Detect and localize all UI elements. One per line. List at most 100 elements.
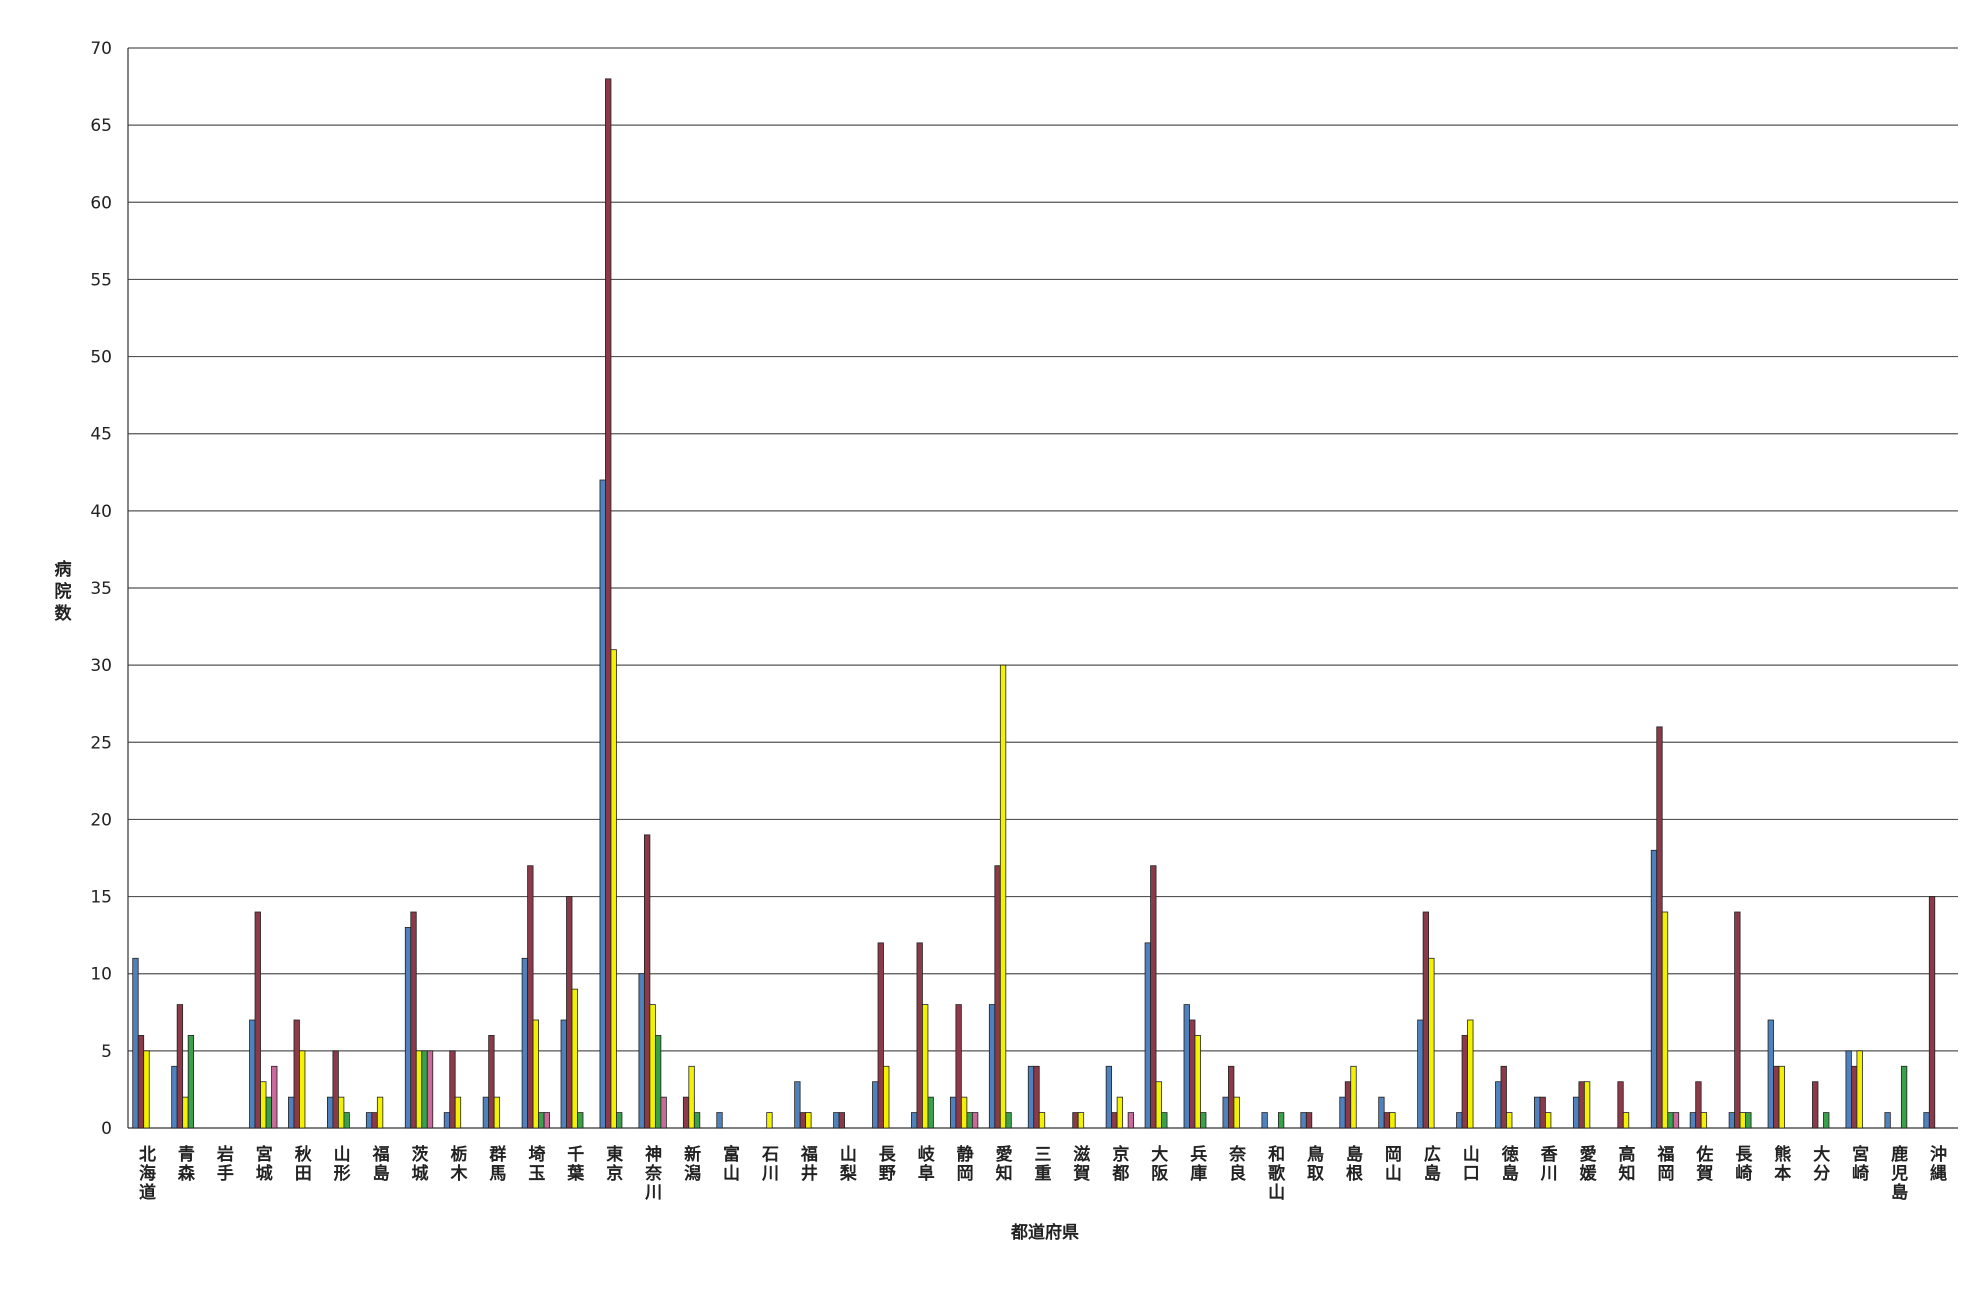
bar (988, 1004, 996, 1129)
bar (1583, 1081, 1591, 1129)
bar (1689, 1112, 1697, 1129)
bar (1617, 1081, 1624, 1129)
bar (1773, 1065, 1780, 1129)
bar (1923, 1112, 1930, 1129)
x-tick-label: 愛知 (995, 1144, 1013, 1184)
bar (949, 1096, 957, 1129)
bar (1767, 1019, 1774, 1129)
x-tick-label: 東京 (606, 1144, 623, 1184)
bar (1734, 911, 1741, 1129)
bar (955, 1004, 962, 1129)
x-tick-label: 福井 (800, 1144, 818, 1184)
bar (249, 1019, 256, 1129)
bar (971, 1112, 979, 1129)
y-axis-title: 病院数 (55, 559, 73, 624)
bar (571, 988, 578, 1129)
bar (1383, 1112, 1391, 1129)
bar (643, 834, 651, 1129)
x-axis-title: 都道府県 (1010, 1222, 1079, 1243)
bar (182, 1096, 189, 1129)
bar (426, 1050, 434, 1129)
bar (527, 865, 534, 1129)
bar (966, 1112, 973, 1129)
bar (1545, 1112, 1552, 1129)
x-tick-label: 長崎 (1735, 1145, 1753, 1184)
bar (716, 1112, 723, 1129)
bar (1456, 1112, 1463, 1129)
bar (299, 1050, 306, 1129)
bar (143, 1050, 150, 1129)
bar (1305, 1112, 1313, 1129)
y-tick-label: 50 (90, 348, 112, 368)
bar (1884, 1112, 1891, 1129)
bar (605, 78, 612, 1129)
bar (271, 1065, 278, 1129)
y-tick-label: 35 (90, 579, 112, 599)
bar (1506, 1112, 1513, 1129)
x-tick-label: 宮崎 (1852, 1144, 1869, 1184)
bar (1200, 1112, 1207, 1129)
x-tick-label: 茨城 (412, 1144, 429, 1184)
bar (1823, 1112, 1830, 1129)
bars (132, 78, 1936, 1129)
bar (1728, 1112, 1736, 1129)
bar (1851, 1065, 1858, 1129)
x-tick-label: 山梨 (839, 1145, 858, 1184)
x-tick-label: 千葉 (566, 1145, 585, 1184)
bar (1116, 1096, 1124, 1129)
bar (1578, 1081, 1585, 1129)
bar (1745, 1112, 1752, 1129)
y-tick-label: 55 (90, 270, 112, 290)
bar (1572, 1096, 1580, 1129)
x-tick-label: 青森 (178, 1144, 196, 1184)
bar (1661, 911, 1669, 1129)
bar (1461, 1035, 1468, 1129)
bar (1656, 726, 1663, 1129)
bar (1344, 1081, 1352, 1129)
bar (171, 1065, 178, 1129)
x-tick-label: 広島 (1424, 1144, 1441, 1184)
bar (654, 1035, 662, 1129)
y-tick-label: 15 (90, 888, 112, 908)
bar (337, 1096, 345, 1129)
bar (999, 664, 1007, 1129)
bar (288, 1096, 295, 1129)
bar (260, 1081, 267, 1129)
x-tick-label: 滋賀 (1072, 1144, 1090, 1184)
bar (1300, 1112, 1307, 1129)
bar (176, 1004, 184, 1129)
bar (1378, 1096, 1385, 1129)
bar (1339, 1096, 1346, 1129)
bar (638, 973, 645, 1129)
x-tick-label: 岐阜 (918, 1144, 936, 1184)
x-tick-label: 兵庫 (1190, 1144, 1207, 1184)
bar (1672, 1112, 1680, 1129)
bar (660, 1096, 667, 1129)
bar (1539, 1096, 1546, 1129)
x-tick-label: 三重 (1035, 1145, 1052, 1184)
bar (1038, 1112, 1046, 1129)
bar (872, 1081, 879, 1129)
bar (415, 1050, 423, 1129)
bar (1495, 1081, 1502, 1129)
y-tick-label: 25 (90, 733, 112, 753)
x-tick-label: 佐賀 (1695, 1144, 1713, 1184)
y-tick-label: 45 (90, 425, 112, 445)
bar (293, 1019, 300, 1129)
y-tick-label: 10 (90, 965, 112, 985)
bar (599, 479, 606, 1129)
bar (410, 911, 417, 1129)
bar (254, 911, 261, 1129)
bar (493, 1096, 501, 1129)
bar (1900, 1065, 1908, 1129)
bar (560, 1019, 567, 1129)
bar (994, 865, 1001, 1129)
bar (1700, 1112, 1708, 1129)
bar (365, 1112, 373, 1129)
bar (1127, 1112, 1135, 1129)
bar (1261, 1112, 1268, 1129)
bar (1467, 1019, 1474, 1129)
bar (1005, 1112, 1012, 1129)
bar (1350, 1065, 1357, 1129)
